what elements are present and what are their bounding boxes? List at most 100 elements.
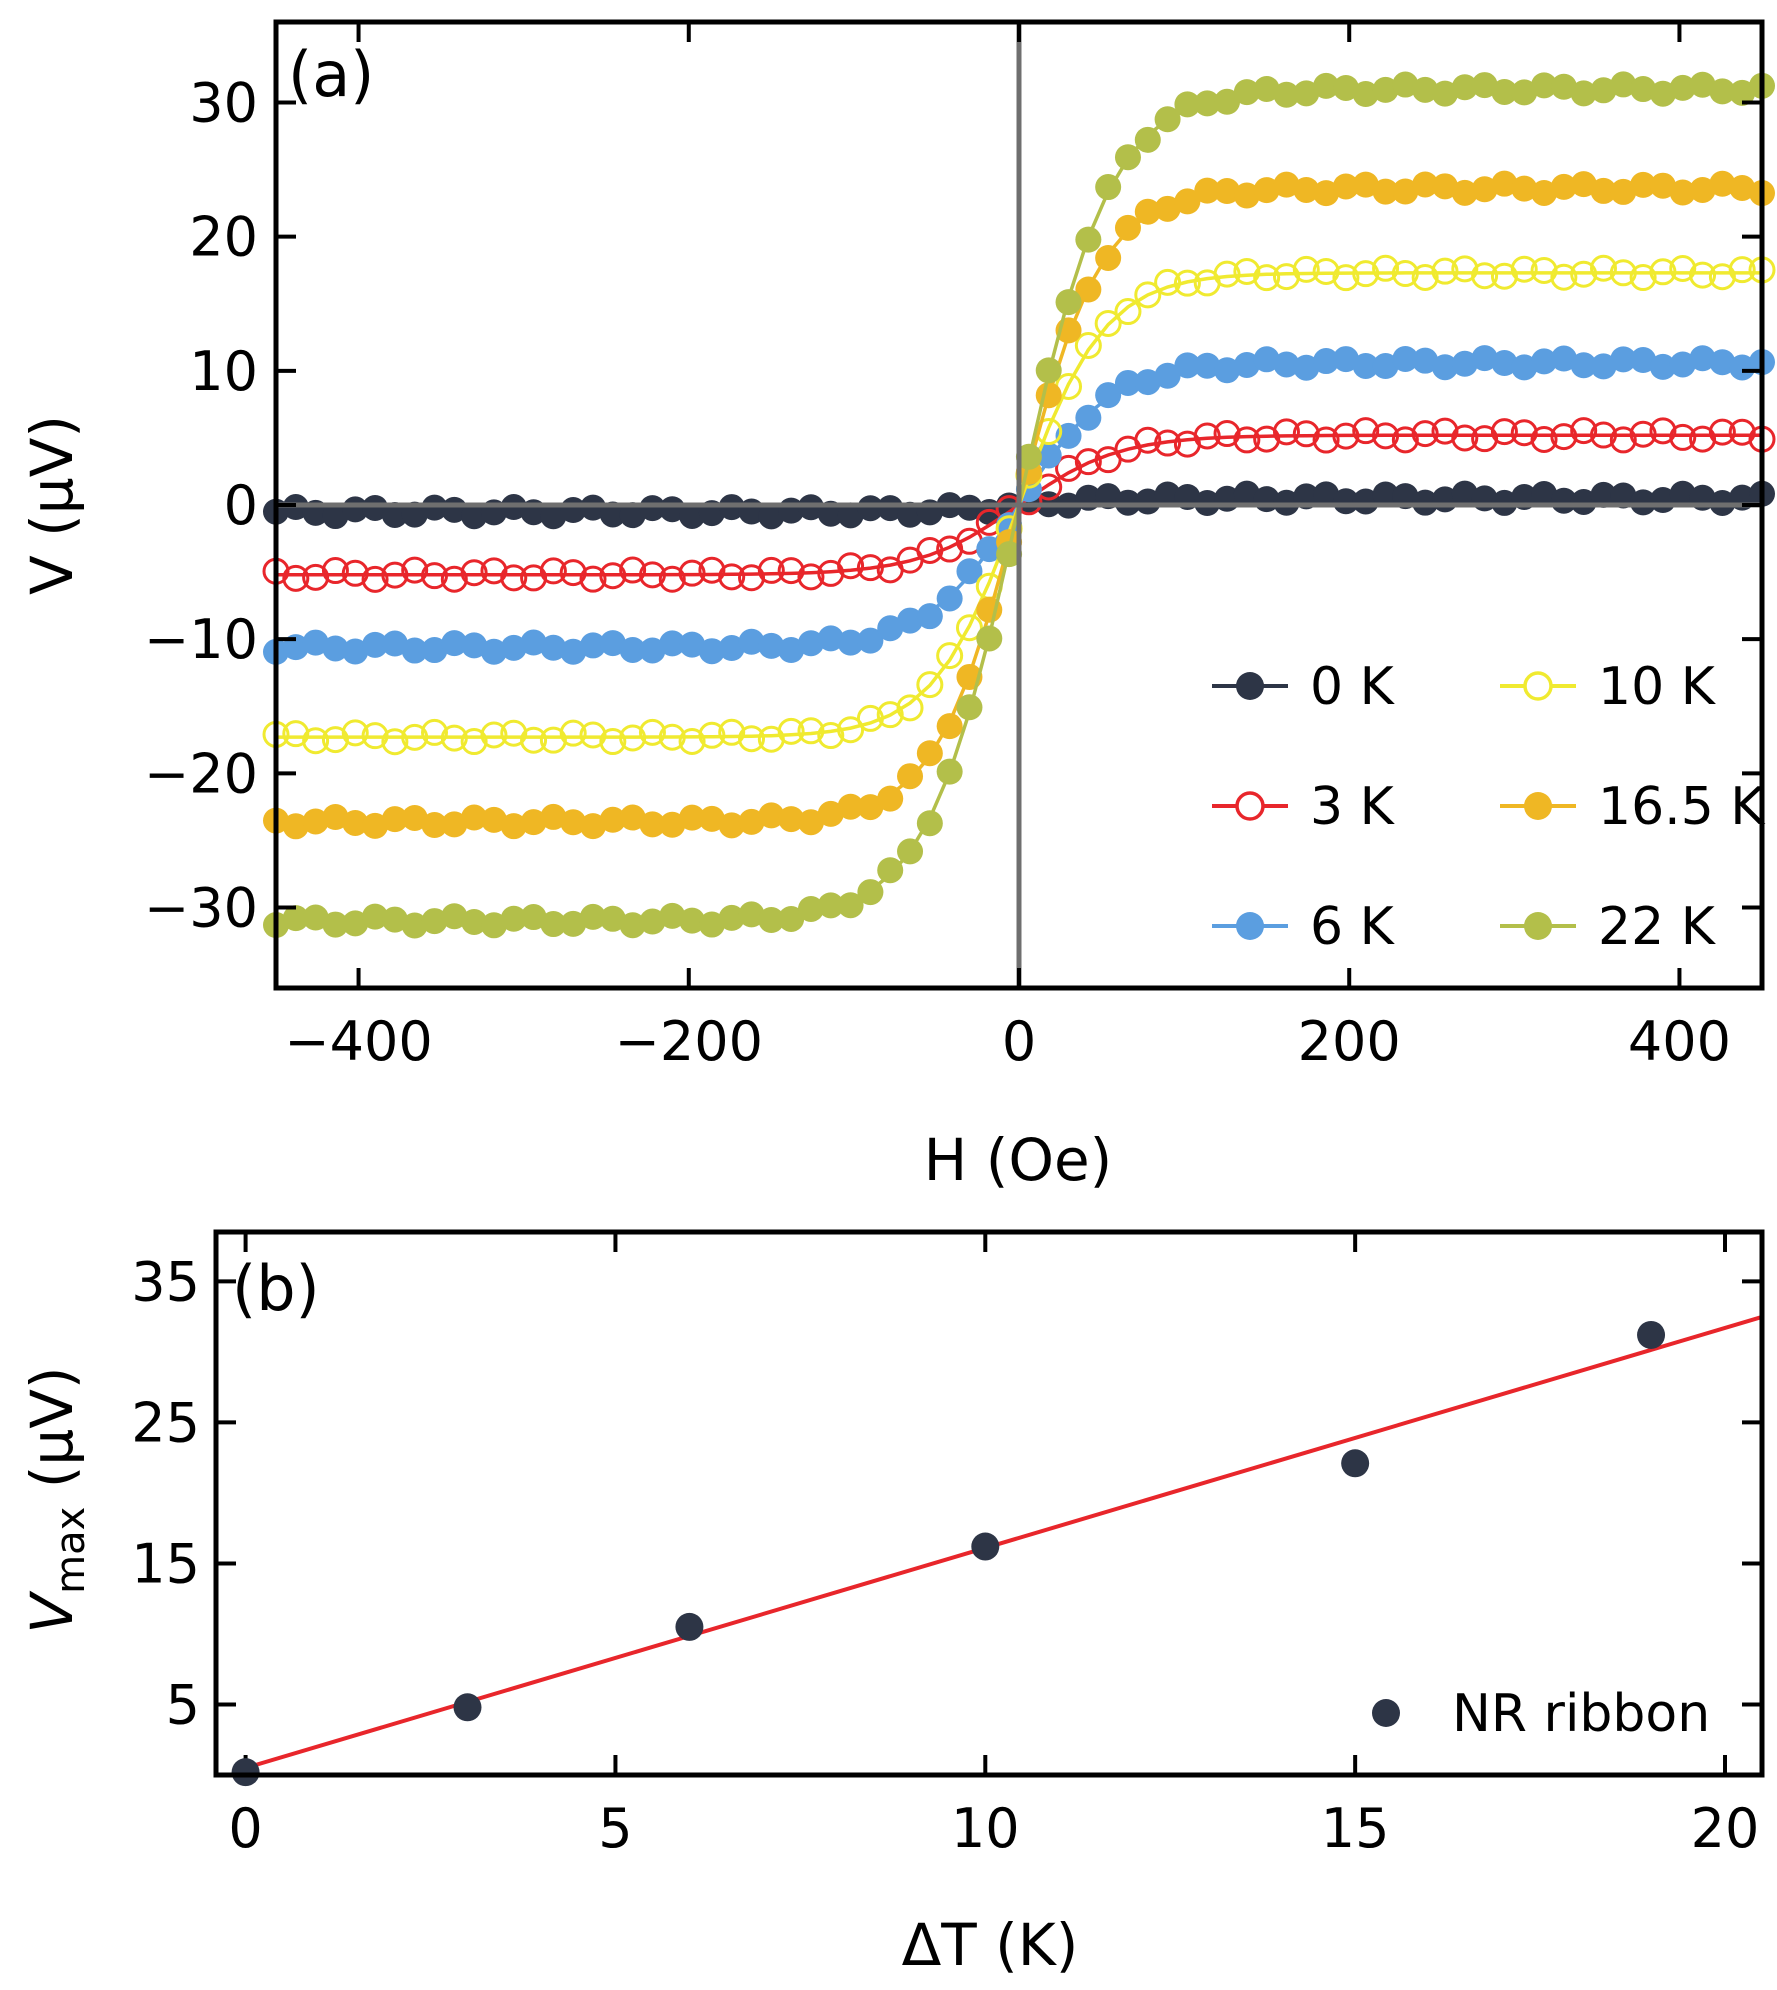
a-point — [480, 806, 507, 833]
a-point — [1511, 175, 1538, 202]
a-point — [837, 716, 865, 744]
a-point — [1669, 351, 1696, 378]
a-point — [1590, 481, 1617, 508]
a-point — [520, 629, 547, 656]
a-point — [322, 635, 349, 662]
a-point — [1214, 357, 1241, 384]
a-point — [877, 857, 904, 884]
a-point — [658, 565, 686, 593]
a-point — [362, 494, 389, 521]
a-point — [322, 503, 349, 530]
a-point — [1451, 255, 1479, 283]
a-point — [797, 809, 824, 836]
a-point — [421, 812, 448, 839]
legend-label: 3 K — [1310, 777, 1396, 837]
a-point — [500, 813, 527, 840]
b-point — [453, 1693, 482, 1722]
b-ytick-label: 5 — [166, 1673, 200, 1736]
panel-a-data — [262, 22, 1776, 988]
a-point — [897, 501, 924, 528]
a-point — [1352, 81, 1379, 108]
a-point — [758, 906, 785, 933]
a-point — [1689, 261, 1717, 289]
a-point — [1491, 170, 1518, 197]
a-series-5 — [263, 71, 1775, 939]
a-point — [1609, 426, 1637, 454]
a-point — [1372, 178, 1399, 205]
a-point — [1669, 480, 1696, 507]
a-point — [1273, 171, 1300, 198]
a-point — [619, 804, 646, 831]
panel-b-data — [231, 1314, 1763, 1787]
a-point — [698, 805, 725, 832]
a-point — [480, 721, 508, 749]
a-point — [520, 726, 548, 754]
a-point — [302, 904, 329, 931]
a-point — [936, 713, 963, 740]
a-point — [1055, 289, 1082, 316]
a-point — [1154, 195, 1181, 222]
a-point — [936, 642, 964, 670]
a-point — [619, 912, 646, 939]
a-point — [639, 495, 666, 522]
a-point — [401, 804, 428, 831]
a-point — [619, 556, 647, 584]
a-point — [1630, 171, 1657, 198]
a-point — [1412, 171, 1439, 198]
panel-a-frame — [273, 19, 1765, 991]
a-point — [520, 904, 547, 931]
a-point — [401, 912, 428, 939]
a-point — [1570, 260, 1598, 288]
a-point — [1530, 256, 1558, 284]
a-point — [797, 717, 825, 745]
a-point — [361, 565, 389, 593]
legend-item-22-K: 22 K — [1500, 897, 1717, 957]
a-point — [778, 806, 805, 833]
a-point — [1233, 426, 1261, 454]
a-point — [381, 561, 409, 589]
a-xtick-label: −400 — [284, 1010, 432, 1073]
a-point — [797, 630, 824, 657]
a-point — [916, 810, 943, 837]
a-point — [1531, 348, 1558, 375]
a-point — [976, 625, 1003, 652]
a-point — [282, 564, 310, 592]
a-series-1 — [262, 417, 1776, 593]
a-point — [738, 901, 765, 928]
a-point — [757, 556, 785, 584]
a-point — [1253, 346, 1280, 373]
a-point — [936, 585, 963, 612]
a-point — [1689, 176, 1716, 203]
a-point — [1411, 420, 1439, 448]
a-point — [1095, 174, 1122, 201]
a-point — [1610, 178, 1637, 205]
a-point — [302, 563, 330, 591]
a-point — [996, 541, 1023, 568]
a-point — [1610, 71, 1637, 98]
a-point — [936, 758, 963, 785]
a-point — [1095, 244, 1122, 271]
a-point — [342, 910, 369, 937]
a-point — [1174, 91, 1201, 118]
a-point — [1451, 424, 1479, 452]
a-point — [1392, 178, 1419, 205]
a-xtick-label: −200 — [615, 1010, 763, 1073]
a-point — [500, 905, 527, 932]
a-point — [639, 908, 666, 935]
a-point — [282, 905, 309, 932]
legend-item-3-K: 3 K — [1212, 777, 1396, 837]
a-point — [1313, 72, 1340, 99]
a-point — [718, 812, 745, 839]
a-point — [1035, 382, 1062, 409]
a-point — [559, 719, 587, 747]
a-point — [441, 630, 468, 657]
a-point — [580, 813, 607, 840]
a-point — [1550, 423, 1578, 451]
a-point — [638, 718, 666, 746]
a-point — [1154, 362, 1181, 389]
a-point — [1074, 448, 1102, 476]
a-point — [321, 726, 349, 754]
a-point — [897, 838, 924, 865]
